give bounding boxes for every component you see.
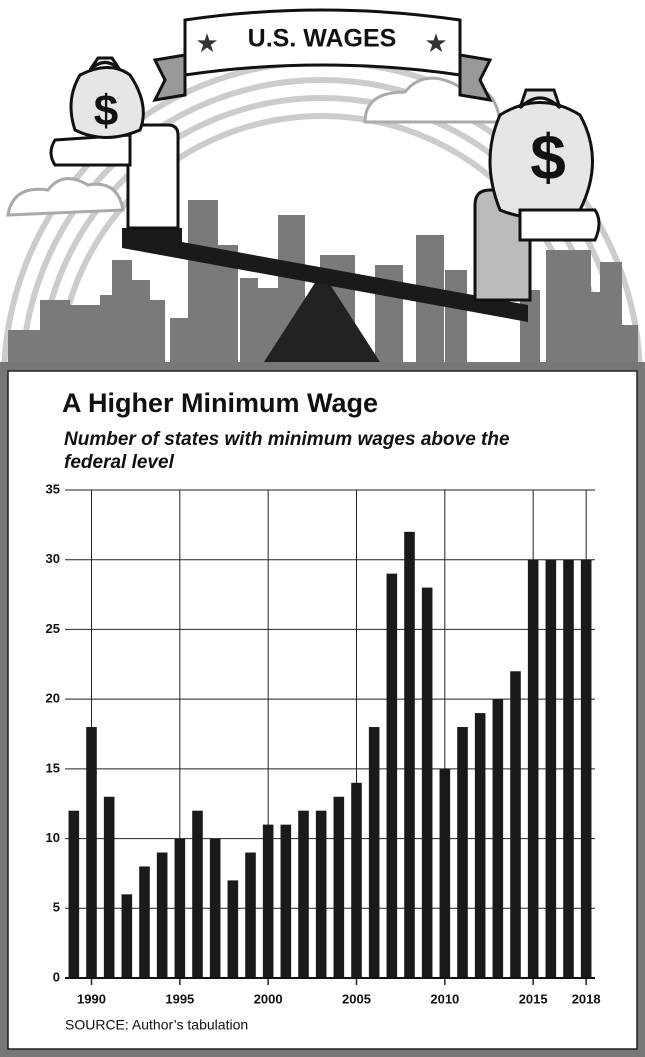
ribbon-end [458, 53, 493, 102]
bar [580, 559, 592, 978]
bar [545, 559, 557, 978]
bar [280, 824, 292, 978]
bar [86, 727, 97, 978]
bar [227, 880, 239, 978]
y-tick-label: 5 [53, 900, 60, 915]
star: ★ [424, 28, 447, 58]
x-tick-label: 2010 [430, 991, 459, 1006]
chart-title: A Higher Minimum Wage [62, 388, 379, 418]
bar [351, 782, 362, 978]
hand [49, 133, 132, 167]
bar [510, 671, 521, 978]
bar [139, 866, 150, 978]
y-tick-label: 30 [46, 551, 60, 566]
star: ★ [195, 28, 218, 58]
x-tick-label: 2015 [519, 991, 548, 1006]
bar [262, 824, 274, 978]
bar [298, 810, 309, 978]
bar [386, 573, 398, 978]
bag-tie [88, 56, 122, 72]
x-tick-label: 2005 [342, 991, 371, 1006]
bar [527, 559, 539, 978]
bar [68, 810, 80, 978]
hand [518, 208, 601, 242]
x-tick-label: 1990 [77, 991, 106, 1006]
arm [126, 123, 180, 230]
bar [121, 894, 133, 978]
fulcrum [262, 272, 382, 365]
y-tick-label: 20 [46, 691, 60, 706]
y-tick-label: 25 [46, 621, 60, 636]
bar [492, 699, 504, 978]
bar [421, 587, 433, 978]
bar [174, 838, 186, 978]
bar [315, 810, 327, 978]
x-tick-label: 2000 [254, 991, 283, 1006]
bar [209, 838, 221, 978]
source: SOURCE: Author’s tabulation [65, 1017, 248, 1033]
bar [368, 727, 380, 978]
chart-subtitle: Number of states with minimum wages abov… [64, 429, 510, 473]
y-tick-label: 0 [53, 969, 60, 984]
y-tick-label: 15 [46, 760, 60, 775]
bar [192, 810, 203, 978]
bag-tie [518, 88, 562, 110]
seesaw [122, 228, 528, 322]
bar [439, 768, 451, 978]
dollar-sign: $ [94, 87, 118, 136]
x-tick-label: 2018 [572, 991, 601, 1006]
x-tick-label: 1995 [165, 991, 194, 1006]
y-tick-label: 10 [46, 830, 60, 845]
dollar-sign: $ [530, 121, 566, 193]
bar [245, 852, 256, 978]
banner-text: U.S. WAGES [248, 25, 397, 53]
cloud [6, 177, 125, 217]
bar [563, 559, 574, 978]
ribbon-end [152, 53, 187, 102]
banner [183, 8, 462, 77]
bar [333, 796, 345, 978]
bar [404, 531, 415, 978]
y-tick-label: 35 [46, 481, 60, 496]
bar [156, 852, 168, 978]
bar [474, 713, 486, 978]
bar [103, 796, 115, 978]
bar [457, 727, 468, 978]
